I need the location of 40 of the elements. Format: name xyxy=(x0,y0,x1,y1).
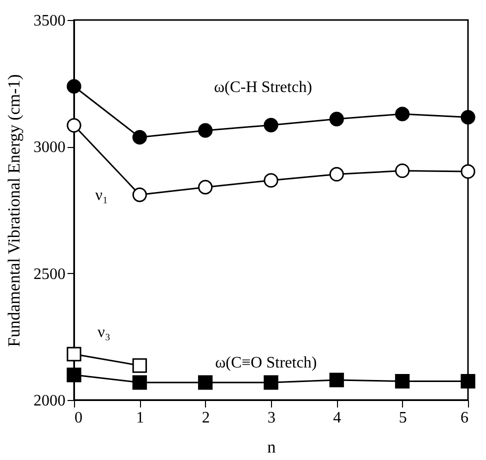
point xyxy=(132,375,147,390)
point xyxy=(460,164,476,179)
point xyxy=(460,374,476,389)
y-tick-label: 3500 xyxy=(34,12,66,30)
point xyxy=(198,180,213,194)
point xyxy=(66,346,82,362)
point xyxy=(329,167,344,182)
point xyxy=(264,375,278,390)
point xyxy=(460,110,476,125)
series-label: ω(C≡O Stretch) xyxy=(215,354,317,372)
y-tick-label: 2000 xyxy=(34,392,66,410)
y-tick-label: 2500 xyxy=(34,266,66,283)
x-tick-label: 6 xyxy=(460,410,468,426)
point xyxy=(132,130,147,145)
point xyxy=(329,112,344,126)
series-label: ω(C-H Stretch) xyxy=(214,79,312,96)
point xyxy=(132,358,147,373)
x-axis-title: n xyxy=(267,438,276,456)
x-tick-label: 4 xyxy=(333,410,342,426)
point xyxy=(395,163,410,178)
y-axis-title: Fundamental Vibrational Energy (cm-1) xyxy=(4,74,24,347)
point xyxy=(329,372,344,388)
point xyxy=(66,79,82,94)
x-tick-label: 1 xyxy=(136,410,144,426)
point xyxy=(66,368,82,382)
series-label: ν₃ xyxy=(98,324,110,342)
point xyxy=(198,123,213,138)
x-tick-label: 3 xyxy=(268,410,276,426)
x-tick-label: 5 xyxy=(398,410,407,426)
point xyxy=(264,173,278,188)
point xyxy=(395,106,410,122)
x-tick-label: 2 xyxy=(202,410,210,426)
point xyxy=(198,375,213,390)
point xyxy=(132,188,147,202)
point xyxy=(395,374,410,389)
series-label: ν₁ xyxy=(95,186,108,204)
point xyxy=(264,118,278,132)
x-tick-label: 0 xyxy=(74,410,82,426)
point xyxy=(66,118,82,133)
y-tick-label: 3000 xyxy=(34,139,66,156)
